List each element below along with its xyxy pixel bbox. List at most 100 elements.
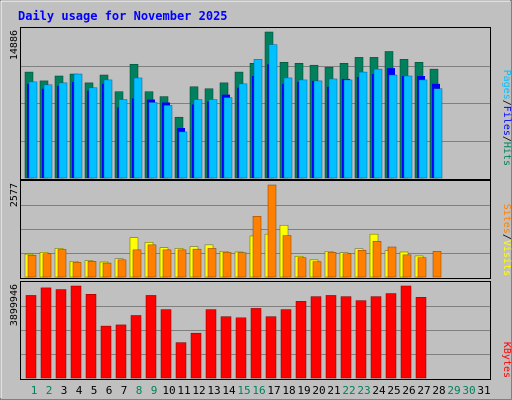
y-max-label: 2577 [9, 183, 20, 207]
day-label: 16 [252, 384, 265, 397]
bar-pages [28, 81, 38, 179]
bar-kbytes [235, 317, 247, 379]
bar-kbytes [70, 285, 82, 379]
bar-pages [163, 105, 173, 179]
legend-entry: / [501, 100, 512, 106]
bar-sites [402, 254, 412, 278]
day-label: 30 [462, 384, 475, 397]
bar-pages [223, 97, 233, 179]
bar-pages [388, 74, 398, 179]
bar-pages [238, 83, 248, 179]
bar-kbytes [295, 301, 307, 379]
day-label: 20 [312, 384, 325, 397]
day-label: 2 [46, 384, 53, 397]
bar-kbytes [85, 294, 97, 379]
legend-entry: Visits [501, 240, 512, 276]
day-label: 13 [207, 384, 220, 397]
bar-sites [117, 259, 127, 278]
bar-sites [57, 249, 67, 278]
bar-pages [43, 84, 53, 179]
day-label: 26 [402, 384, 415, 397]
bar-pages [133, 77, 143, 179]
day-label: 4 [76, 384, 83, 397]
bar-kbytes [40, 287, 52, 379]
day-label: 31 [477, 384, 490, 397]
bar-pages [73, 73, 83, 179]
bar-pages [103, 79, 113, 179]
bar-sites [252, 216, 262, 278]
bar-kbytes [385, 293, 397, 379]
bar-sites [27, 254, 37, 278]
bar-kbytes [280, 309, 292, 379]
day-label: 24 [372, 384, 386, 397]
day-label: 19 [297, 384, 310, 397]
bar-pages [118, 99, 128, 179]
day-label: 23 [357, 384, 370, 397]
bar-sites [387, 246, 397, 278]
bar-sites [282, 235, 292, 278]
legend-entry: Hits [501, 142, 512, 166]
bar-pages [343, 79, 353, 179]
bar-pages [268, 44, 278, 179]
bar-sites [417, 257, 427, 278]
day-label: 14 [222, 384, 236, 397]
bar-kbytes [160, 309, 172, 379]
bar-sites [312, 261, 322, 278]
bar-sites [147, 244, 157, 278]
legend-entry: / [501, 136, 512, 142]
bar-kbytes [220, 316, 232, 379]
bar-sites [222, 252, 232, 278]
legend-entry: Sites [501, 204, 512, 234]
bar-sites [327, 252, 337, 278]
day-label: 3 [61, 384, 68, 397]
bar-kbytes [370, 296, 382, 379]
bar-sites [432, 251, 442, 278]
legend-entry: Pages [501, 70, 512, 100]
bar-pages [283, 77, 293, 179]
day-label: 7 [121, 384, 128, 397]
bar-sites [132, 249, 142, 278]
day-label: 8 [136, 384, 143, 397]
bar-pages [178, 131, 188, 179]
bar-kbytes [130, 315, 142, 379]
x-axis-day-labels: 1 2 3 4 5 6 7 8 9 10 11 12 13 14 15 16 17 18 19 20 21 22 23 24 2… [31, 384, 491, 397]
bar-pages [418, 79, 428, 179]
day-label: 12 [192, 384, 205, 397]
day-label: 29 [447, 384, 460, 397]
bar-pages [433, 88, 443, 179]
bar-sites [177, 249, 187, 278]
y-max-label: 14886 [9, 30, 20, 60]
day-label: 28 [432, 384, 445, 397]
bar-sites [162, 249, 172, 278]
legend: KBytes [501, 342, 512, 378]
day-label: 18 [282, 384, 295, 397]
bar-kbytes [145, 295, 157, 379]
bar-pages [253, 59, 263, 179]
bar-kbytes [100, 325, 112, 379]
bar-kbytes [415, 297, 427, 379]
day-label: 27 [417, 384, 430, 397]
bar-kbytes [400, 285, 412, 379]
bar-kbytes [355, 300, 367, 379]
bar-pages [298, 79, 308, 179]
bar-sites [267, 184, 277, 278]
bar-kbytes [340, 296, 352, 379]
day-label: 1 [31, 384, 38, 397]
bar-kbytes [115, 324, 127, 379]
bar-sites [297, 257, 307, 278]
bar-kbytes [325, 295, 337, 379]
day-label: 17 [267, 384, 280, 397]
bar-sites [87, 261, 97, 278]
day-label: 11 [177, 384, 190, 397]
bar-kbytes [265, 316, 277, 379]
bar-sites [357, 249, 367, 278]
day-label: 6 [106, 384, 113, 397]
bar-pages [358, 71, 368, 179]
bar-sites [42, 253, 52, 278]
bar-sites [237, 252, 247, 278]
day-label: 10 [162, 384, 175, 397]
bar-pages [313, 80, 323, 179]
day-label: 9 [151, 384, 158, 397]
bars-layer [24, 31, 443, 379]
